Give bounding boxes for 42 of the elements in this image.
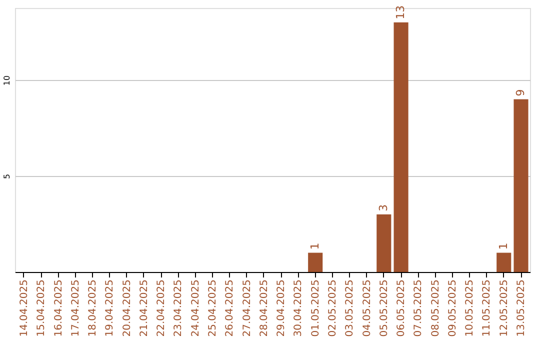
x-tick-label: 05.05.2025 (378, 280, 390, 337)
data-label: 9 (514, 89, 528, 96)
x-tick-label: 13.05.2025 (516, 280, 528, 337)
y-tick-label: 5 (2, 174, 12, 180)
x-tick-label: 07.05.2025 (413, 280, 424, 337)
x-tick-label: 15.04.2025 (36, 280, 48, 337)
x-tick-label: 03.05.2025 (344, 280, 356, 337)
data-label: 13 (394, 5, 408, 20)
bar (514, 99, 528, 272)
x-tick-label: 19.04.2025 (104, 280, 116, 337)
x-tick-label: 12.05.2025 (498, 280, 510, 337)
x-tick-label: 04.05.2025 (362, 280, 373, 337)
x-tick-label: 28.04.2025 (258, 280, 270, 337)
x-tick-label: 18.04.2025 (88, 280, 99, 337)
x-tick-label: 21.04.2025 (138, 280, 150, 337)
bar (376, 214, 392, 272)
x-tick-label: 01.05.2025 (310, 280, 322, 337)
x-tick-label: 26.04.2025 (224, 280, 236, 337)
x-tick-label: 23.04.2025 (173, 280, 184, 337)
x-tick-label: 08.05.2025 (430, 280, 442, 337)
y-tick-label: 10 (2, 75, 12, 86)
x-tick-label: 25.04.2025 (208, 280, 219, 337)
x-tick-label: 30.04.2025 (293, 280, 304, 337)
x-tick-label: 20.04.2025 (122, 280, 133, 337)
x-tick-label: 02.05.2025 (327, 280, 338, 337)
data-label: 1 (308, 242, 322, 250)
bar (394, 22, 408, 272)
x-tick-label: 16.04.2025 (53, 280, 64, 337)
data-label: 3 (376, 204, 390, 212)
data-label: 1 (496, 242, 510, 250)
x-tick-label: 14.04.2025 (19, 280, 30, 337)
x-tick-label: 22.04.2025 (156, 280, 168, 337)
x-tick-label: 24.04.2025 (190, 280, 202, 337)
bar (496, 252, 512, 272)
x-tick-label: 09.05.2025 (447, 280, 458, 337)
bar (308, 252, 323, 272)
x-tick-label: 10.05.2025 (464, 280, 476, 337)
x-tick-label: 29.04.2025 (276, 280, 288, 337)
x-tick-label: 06.05.2025 (396, 280, 408, 337)
x-tick-label: 27.04.2025 (242, 280, 253, 337)
x-tick-label: 11.05.2025 (482, 280, 493, 337)
x-tick-label: 17.04.2025 (70, 280, 82, 337)
